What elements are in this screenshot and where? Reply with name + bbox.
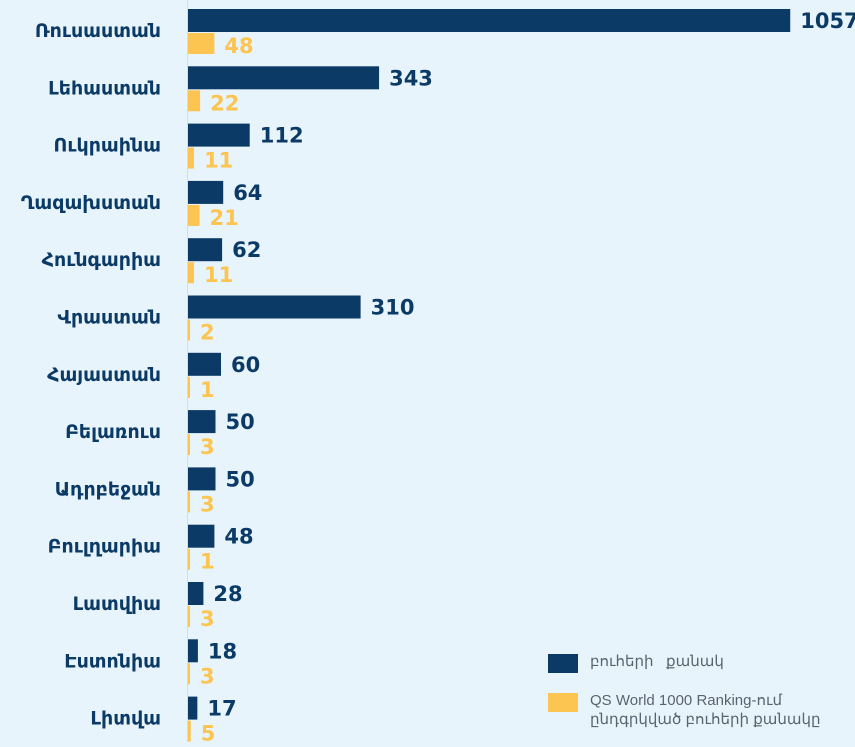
bar-universities-Հայաստան (188, 352, 221, 376)
value-label-universities: 48 (224, 525, 253, 549)
legend-swatch-navy (548, 654, 578, 673)
value-label-universities: 50 (226, 467, 255, 491)
bar-qs-ranked-Լատվիա (188, 606, 190, 627)
category-label: Լատվիա (73, 593, 161, 615)
bar-qs-ranked-Հունգարիա (188, 262, 195, 284)
bar-qs-ranked-Լեհաստան (188, 90, 201, 112)
bar-qs-ranked-Հայաստան (188, 376, 190, 398)
category-label: Լիտվա (90, 708, 161, 730)
category-label: Ուկրաինա (54, 135, 162, 157)
value-label-universities: 28 (213, 582, 242, 606)
bar-universities-Ադրբեջան (188, 467, 216, 491)
value-label-universities: 310 (371, 296, 415, 320)
legend-swatch-yellow (548, 693, 578, 712)
bar-universities-Հունգարիա (188, 238, 223, 262)
legend-label-yellow: QS World 1000 Ranking-ում ընդգրկված բուհ… (590, 692, 821, 728)
value-label-qs-ranked: 22 (210, 91, 239, 115)
bar-qs-ranked-Բելառուս (188, 434, 190, 456)
value-label-qs-ranked: 2 (200, 321, 215, 345)
value-label-qs-ranked: 1 (200, 550, 215, 574)
bar-qs-ranked-Ուկրաինա (188, 147, 195, 169)
legend-label-navy: բուհերի քանակ (590, 653, 724, 670)
value-label-qs-ranked: 3 (200, 664, 215, 688)
bar-universities-Բելառուս (188, 410, 216, 434)
bar-universities-Բուլղարիա (188, 524, 215, 548)
value-label-qs-ranked: 5 (201, 722, 216, 742)
value-label-qs-ranked: 1 (200, 378, 215, 402)
value-label-qs-ranked: 3 (200, 492, 215, 516)
bar-universities-Ուկրաինա (188, 123, 250, 147)
bar-qs-ranked-Ռուսաստան (188, 33, 215, 54)
bar-universities-Լիտվա (188, 696, 198, 720)
category-label: Ադրբեջան (55, 478, 161, 500)
category-label: Բելառուս (65, 421, 161, 443)
value-label-qs-ranked: 3 (200, 435, 215, 459)
value-label-qs-ranked: 21 (210, 206, 239, 230)
bar-universities-Էստոնիա (188, 639, 198, 663)
bar-qs-ranked-Վրաստան (188, 319, 190, 341)
legend: բուհերի քանակ QS World 1000 Ranking-ում … (548, 652, 848, 747)
category-label: Հայաստան (47, 364, 161, 386)
value-label-universities: 18 (208, 639, 237, 663)
bar-universities-Ղազախստան (188, 180, 224, 204)
value-label-qs-ranked: 48 (224, 34, 253, 58)
category-label: Վրաստան (57, 307, 161, 329)
bar-universities-Լատվիա (188, 582, 204, 605)
bar-qs-ranked-Ղազախստան (188, 204, 200, 226)
value-label-universities: 64 (233, 181, 262, 205)
value-label-universities: 62 (232, 238, 261, 262)
value-label-universities: 60 (231, 353, 260, 377)
bar-universities-Ռուսաստան (188, 9, 791, 32)
category-label: Բուլղարիա (48, 536, 161, 558)
value-label-universities: 343 (389, 66, 433, 90)
bar-universities-Վրաստան (188, 295, 361, 319)
category-label: Ռուսաստան (35, 20, 161, 42)
category-label: Էստոնիա (64, 650, 161, 672)
value-label-qs-ranked: 3 (200, 607, 215, 631)
category-label: Ղազախստան (21, 192, 161, 214)
bar-qs-ranked-Էստոնիա (188, 663, 190, 685)
value-label-qs-ranked: 11 (204, 149, 233, 173)
bar-qs-ranked-Բուլղարիա (188, 548, 190, 570)
bar-qs-ranked-Ադրբեջան (188, 491, 190, 513)
value-label-universities: 112 (260, 124, 304, 148)
value-label-universities: 17 (207, 697, 236, 721)
value-label-qs-ranked: 11 (204, 263, 233, 287)
bar-universities-Լեհաստան (188, 66, 380, 90)
category-label: Հունգարիա (42, 249, 161, 271)
category-label: Լեհաստան (48, 77, 161, 99)
legend-item-navy: բուհերի քանակ (548, 652, 848, 673)
value-label-universities: 1057 (800, 9, 855, 33)
legend-item-yellow: QS World 1000 Ranking-ում ընդգրկված բուհ… (548, 691, 848, 729)
value-label-universities: 50 (226, 410, 255, 434)
bar-qs-ranked-Լիտվա (188, 720, 191, 742)
